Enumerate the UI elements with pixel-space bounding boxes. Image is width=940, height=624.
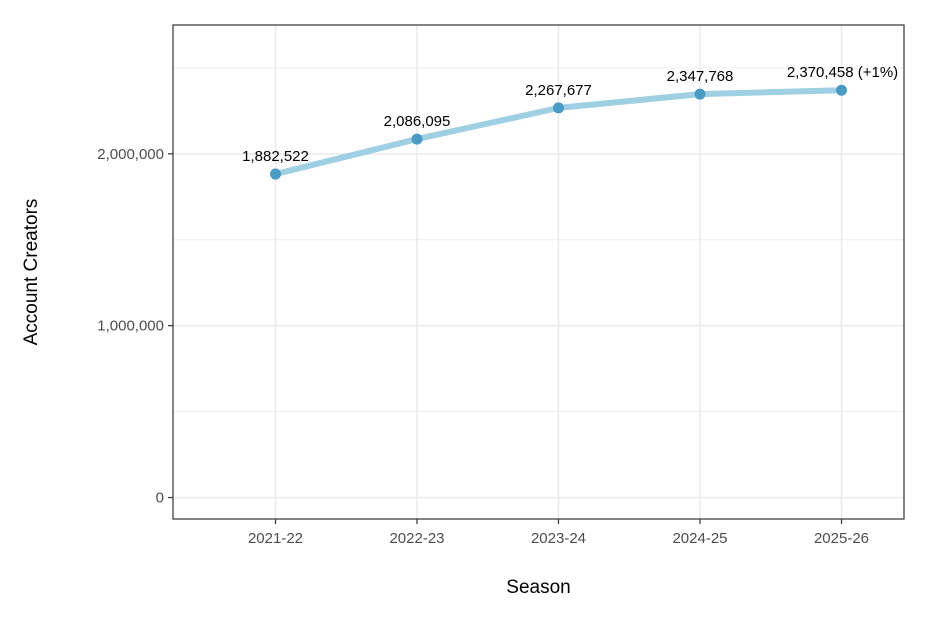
gridlines — [173, 25, 904, 519]
x-tick-label: 2024-25 — [672, 530, 727, 547]
plot-panel-border — [172, 24, 905, 520]
data-point — [270, 168, 281, 180]
y-tick-label: 2,000,000 — [97, 146, 164, 163]
data-label: 2,347,768 — [667, 68, 734, 85]
y-tick-label: 1,000,000 — [97, 318, 164, 335]
data-point — [553, 102, 564, 114]
data-point — [836, 84, 847, 96]
data-labels: 1,882,522 2,086,095 2,267,677 2,347,768 2,37… — [242, 64, 898, 165]
x-tick-label: 2021-22 — [248, 530, 303, 547]
data-label: 2,267,677 — [525, 82, 592, 99]
data-label: 1,882,522 — [242, 148, 309, 165]
y-axis-title: Account Creators — [21, 199, 42, 346]
data-label: 2,370,458 (+1%) — [787, 64, 898, 81]
x-axis-title: Season — [506, 577, 570, 598]
x-tick-label: 2022-23 — [389, 530, 444, 547]
data-point — [694, 88, 706, 100]
y-tick-label: 0 — [156, 490, 164, 507]
axes: 0 1,000,000 2,000,000 2021-22 2022-23 2023-24… — [97, 146, 869, 547]
data-point — [411, 133, 423, 145]
data-label: 2,086,095 — [384, 113, 451, 130]
x-tick-label: 2023-24 — [531, 530, 586, 547]
x-tick-label: 2025-26 — [814, 530, 869, 547]
data-points — [270, 84, 847, 180]
